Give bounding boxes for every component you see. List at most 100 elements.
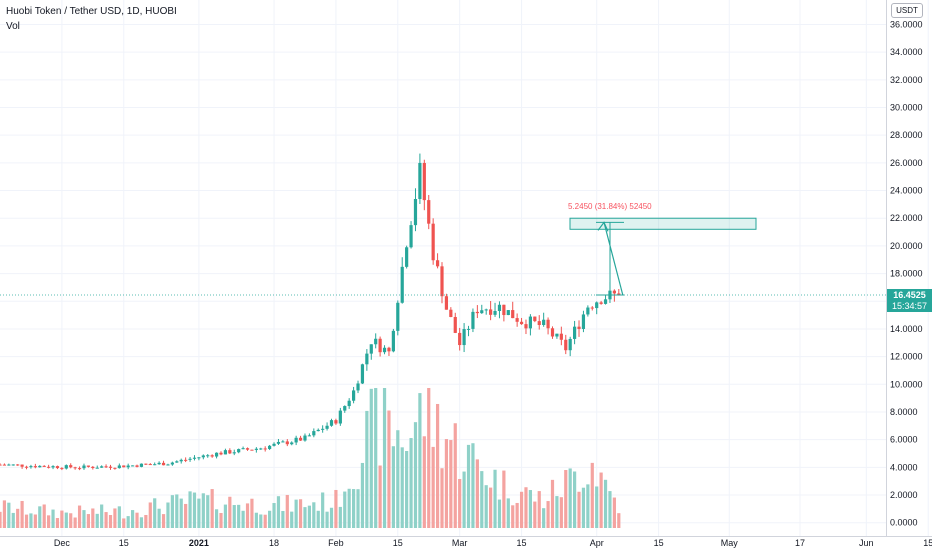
candle-countdown: 15:34:57 bbox=[887, 301, 932, 312]
candle-body bbox=[573, 326, 577, 339]
candle-body bbox=[135, 465, 139, 467]
volume-bar bbox=[86, 514, 90, 528]
candle-body bbox=[458, 332, 462, 346]
candle-body bbox=[210, 455, 214, 457]
x-tick-label: Feb bbox=[328, 538, 344, 548]
volume-bar bbox=[298, 499, 303, 528]
candle-body bbox=[586, 307, 590, 315]
volume-bar bbox=[542, 508, 546, 528]
y-tick-label: 26.0000 bbox=[890, 158, 923, 168]
volume-bar bbox=[254, 512, 258, 528]
volume-bar bbox=[382, 388, 387, 528]
symbol-title: Huobi Token / Tether USD, 1D, HUOBI bbox=[6, 6, 177, 17]
volume-bar bbox=[608, 491, 612, 528]
candle-body bbox=[466, 328, 471, 330]
y-tick-label: 2.0000 bbox=[890, 490, 918, 500]
y-tick-label: 10.0000 bbox=[890, 379, 923, 389]
volume-bar bbox=[555, 496, 559, 528]
candle-body bbox=[440, 266, 444, 297]
volume-bar bbox=[268, 510, 272, 528]
candle-body bbox=[86, 465, 90, 467]
candle-body bbox=[73, 467, 77, 469]
volume-bar bbox=[338, 506, 342, 528]
volume-bar bbox=[365, 410, 369, 528]
volume-bar bbox=[64, 512, 68, 528]
volume-bar bbox=[42, 504, 46, 528]
candle-body bbox=[506, 310, 510, 316]
candle-body bbox=[537, 321, 541, 325]
volume-bar bbox=[312, 502, 316, 528]
volume-bar bbox=[603, 479, 608, 528]
volume-bar bbox=[444, 439, 449, 528]
candle-body bbox=[427, 200, 431, 224]
volume-bar bbox=[387, 410, 391, 528]
candle-body bbox=[528, 316, 532, 329]
candle-body bbox=[493, 310, 497, 315]
candle-body bbox=[122, 465, 126, 468]
candle-body bbox=[153, 464, 157, 466]
candle-body bbox=[206, 455, 210, 457]
volume-bar bbox=[228, 496, 232, 528]
x-tick-label: 18 bbox=[269, 538, 279, 548]
x-tick-label: 2021 bbox=[189, 538, 209, 548]
volume-bar bbox=[161, 514, 166, 528]
volume-bar bbox=[307, 505, 311, 528]
candle-body bbox=[245, 448, 250, 450]
volume-bar bbox=[480, 471, 484, 528]
volume-bar bbox=[206, 495, 210, 528]
candle-body bbox=[117, 465, 121, 469]
candle-body bbox=[387, 347, 391, 352]
volume-bar bbox=[409, 438, 413, 528]
volume-bar bbox=[471, 443, 475, 528]
candle-body bbox=[232, 452, 236, 454]
candle-body bbox=[365, 353, 369, 365]
candle-body bbox=[480, 310, 484, 314]
volume-bar bbox=[369, 388, 373, 528]
candle-body bbox=[524, 324, 528, 329]
candle-body bbox=[533, 316, 537, 322]
volume-bar bbox=[493, 469, 497, 528]
x-tick-label: 15 bbox=[654, 538, 664, 548]
volume-bar bbox=[581, 487, 586, 528]
candle-body bbox=[444, 296, 449, 310]
candle-body bbox=[7, 464, 11, 466]
candle-body bbox=[276, 441, 281, 444]
volume-bar bbox=[122, 518, 126, 528]
volume-bar bbox=[559, 497, 563, 528]
volume-bar bbox=[573, 471, 577, 528]
volume-bar bbox=[546, 501, 550, 528]
volume-bar bbox=[356, 489, 360, 528]
volume-bar bbox=[170, 495, 174, 528]
candle-body bbox=[475, 311, 479, 314]
volume-bar bbox=[405, 450, 409, 528]
candle-body bbox=[281, 441, 285, 443]
volume-bar bbox=[612, 497, 616, 528]
x-tick-label: Apr bbox=[590, 538, 604, 548]
volume-bar bbox=[166, 502, 170, 528]
volume-bar bbox=[33, 514, 37, 528]
measure-tool[interactable] bbox=[0, 217, 886, 296]
currency-button[interactable]: USDT bbox=[891, 3, 923, 18]
volume-bar bbox=[396, 430, 400, 528]
candle-body bbox=[170, 462, 174, 465]
volume-bar bbox=[343, 491, 347, 528]
candle-body bbox=[617, 293, 621, 295]
volume-bar bbox=[422, 436, 426, 528]
volume-indicator-label: Vol bbox=[6, 21, 20, 32]
candle-body bbox=[334, 420, 338, 424]
candle-body bbox=[38, 465, 42, 468]
y-tick-label: 4.0000 bbox=[890, 462, 918, 472]
volume-bar bbox=[197, 498, 201, 528]
candle-body bbox=[369, 344, 373, 354]
measure-label: 5.2450 (31.84%) 52450 bbox=[568, 202, 652, 211]
volume-bar bbox=[427, 388, 431, 528]
candle-body bbox=[139, 463, 144, 467]
volume-bar bbox=[285, 494, 289, 528]
volume-bar bbox=[400, 447, 404, 528]
candle-body bbox=[559, 333, 563, 340]
volume-bar bbox=[511, 505, 515, 528]
volume-bar bbox=[586, 484, 590, 528]
x-tick-label: 15 bbox=[517, 538, 527, 548]
candle-body bbox=[603, 299, 608, 304]
